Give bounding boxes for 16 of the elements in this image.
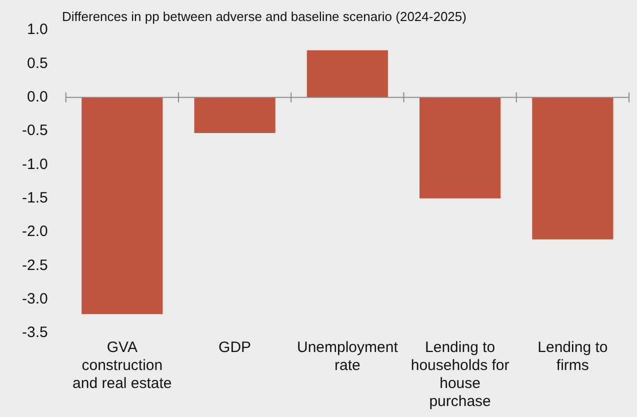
y-tick-label: -2.0 — [22, 223, 48, 240]
y-tick-label: -2.5 — [22, 256, 48, 274]
y-tick-label: -3.5 — [22, 324, 48, 342]
y-tick-label: -1.0 — [22, 156, 48, 173]
x-tick-label: Lending to households for house purchase — [410, 339, 510, 410]
y-tick-label: -0.5 — [22, 122, 48, 140]
y-tick-label: 0.0 — [26, 88, 48, 106]
y-tick-label: 0.5 — [26, 54, 48, 72]
x-tick-label: Lending to firms — [538, 339, 608, 374]
x-tick-label: GVA construction and real estate — [72, 339, 172, 392]
y-tick-label: 1.0 — [26, 21, 48, 38]
x-tick-label: Unemployment rate — [296, 339, 399, 374]
y-tick-label: -3.0 — [22, 290, 48, 308]
chart-title: Differences in pp between adverse and baseline scenario (2024-2025) — [62, 9, 466, 24]
x-tick-label: GDP — [218, 339, 252, 356]
y-tick-label: -1.5 — [22, 189, 48, 206]
